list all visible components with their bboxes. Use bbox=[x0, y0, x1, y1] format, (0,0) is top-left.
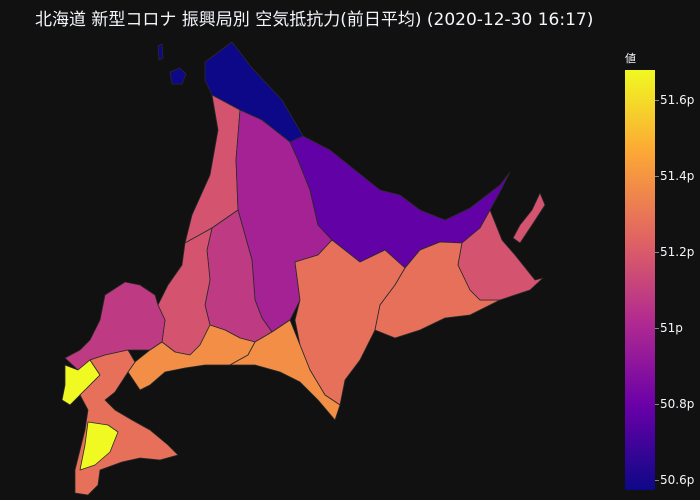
colorbar bbox=[625, 70, 655, 490]
colorbar-tick: 50.6p bbox=[660, 473, 694, 487]
colorbar-tick: 51p bbox=[660, 321, 683, 335]
colorbar-tick: 50.8p bbox=[660, 397, 694, 411]
region-rishiri-island[interactable] bbox=[170, 68, 186, 84]
colorbar-tick: 51.4p bbox=[660, 169, 694, 183]
region-rebun-island[interactable] bbox=[158, 44, 163, 60]
region-kunashiri-island[interactable] bbox=[513, 193, 545, 243]
colorbar-tick: 51.2p bbox=[660, 245, 694, 259]
colorbar-tick: 51.6p bbox=[660, 93, 694, 107]
hokkaido-map bbox=[0, 0, 615, 500]
colorbar-title: 値 bbox=[625, 50, 636, 66]
region-ishikari[interactable] bbox=[158, 228, 212, 355]
